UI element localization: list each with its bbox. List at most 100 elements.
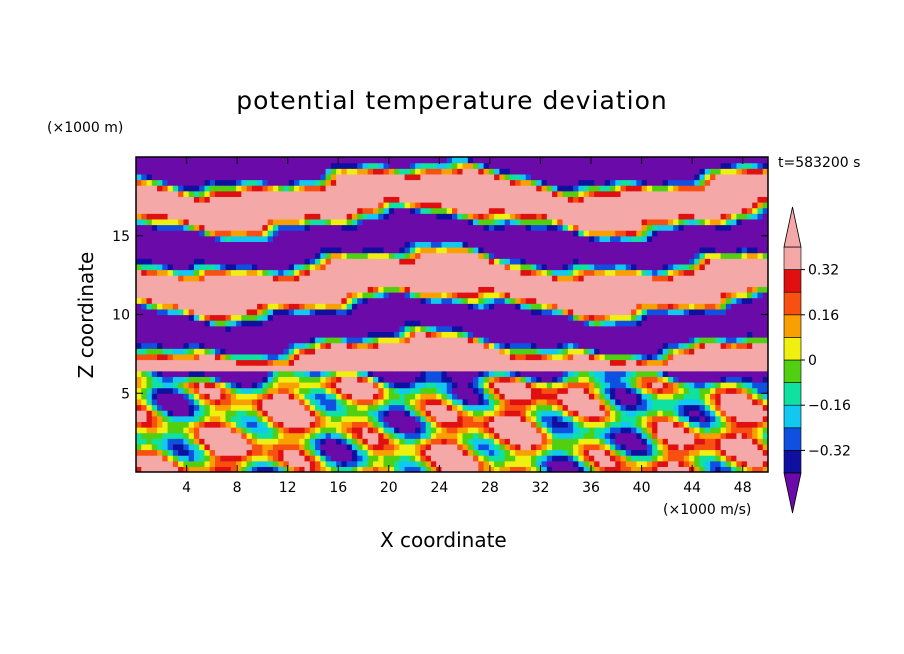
field-cell [230, 404, 237, 411]
field-cell [167, 247, 174, 254]
field-cell [525, 460, 532, 467]
field-cell [183, 280, 190, 287]
field-cell [720, 320, 727, 327]
field-cell [541, 297, 548, 304]
field-cell [531, 263, 537, 271]
field-cell [620, 308, 627, 316]
field-cell [351, 359, 358, 366]
field-cell [436, 337, 443, 344]
field-cell [583, 398, 590, 406]
field-cell [583, 404, 590, 411]
field-cell [710, 314, 716, 321]
field-cell [673, 308, 680, 316]
field-cell [610, 308, 616, 316]
field-cell [673, 320, 680, 327]
field-cell [525, 376, 532, 383]
field-cell [641, 421, 648, 428]
field-cell [341, 404, 348, 411]
field-cell [525, 252, 532, 259]
field-cell [215, 348, 221, 355]
field-cell [167, 235, 174, 242]
field-cell [636, 398, 643, 406]
field-cell [425, 342, 432, 349]
field-cell [746, 393, 753, 400]
field-cell [262, 359, 269, 366]
field-cell [615, 382, 622, 389]
field-cell [236, 443, 242, 451]
field-cell [736, 398, 743, 406]
field-cell [546, 370, 553, 377]
field-cell [346, 269, 353, 276]
field-cell [515, 387, 522, 394]
field-cell [330, 241, 337, 248]
field-cell [610, 432, 616, 439]
field-cell [504, 365, 511, 372]
field-cell [552, 460, 558, 467]
field-cell [209, 359, 216, 366]
field-cell [330, 421, 337, 428]
field-cell [504, 359, 511, 366]
field-cell [683, 449, 690, 456]
field-cell [420, 421, 427, 428]
field-cell [283, 280, 290, 287]
field-cell [488, 286, 495, 293]
field-cell [536, 466, 543, 472]
field-cell [157, 387, 163, 394]
field-cell [536, 404, 543, 411]
field-cell [241, 241, 248, 248]
field-cell [646, 308, 653, 316]
field-cell [278, 415, 285, 422]
field-cell [725, 342, 732, 349]
field-cell [741, 393, 748, 400]
field-cell [631, 466, 637, 472]
field-cell [636, 308, 643, 316]
field-cell [157, 365, 163, 372]
field-cell [478, 247, 485, 254]
field-cell [641, 398, 648, 406]
field-cell [515, 404, 522, 411]
field-cell [330, 235, 337, 242]
field-cell [341, 263, 348, 271]
field-cell [299, 443, 306, 451]
field-cell [620, 466, 627, 472]
field-cell [183, 275, 190, 282]
field-cell [204, 303, 211, 310]
field-cell [330, 376, 337, 383]
field-cell [341, 353, 348, 361]
field-cell [283, 382, 290, 389]
field-cell [199, 337, 206, 344]
field-cell [162, 325, 169, 332]
field-cell [604, 348, 611, 355]
field-cell [388, 275, 395, 282]
field-cell [420, 280, 427, 287]
field-cell [136, 280, 142, 287]
field-cell [689, 275, 695, 282]
field-cell [573, 387, 579, 394]
field-cell [320, 269, 327, 276]
field-cell [494, 393, 500, 400]
field-cell [673, 449, 680, 456]
field-cell [641, 432, 648, 439]
field-cell [230, 331, 237, 338]
field-cell [162, 286, 169, 293]
field-cell [341, 325, 348, 332]
field-cell [689, 387, 695, 394]
field-cell [573, 393, 579, 400]
field-cell [704, 275, 711, 282]
field-cell [473, 297, 479, 304]
field-cell [167, 365, 174, 372]
field-cell [683, 382, 690, 389]
field-cell [752, 449, 759, 456]
field-cell [420, 359, 427, 366]
field-cell [220, 427, 227, 434]
field-cell [246, 443, 253, 451]
field-cell [509, 303, 516, 310]
field-cell [215, 269, 221, 276]
field-cell [546, 342, 553, 349]
field-cell [667, 382, 674, 389]
field-cell [436, 286, 443, 293]
field-cell [752, 252, 759, 259]
field-cell [462, 280, 469, 287]
field-cell [183, 325, 190, 332]
